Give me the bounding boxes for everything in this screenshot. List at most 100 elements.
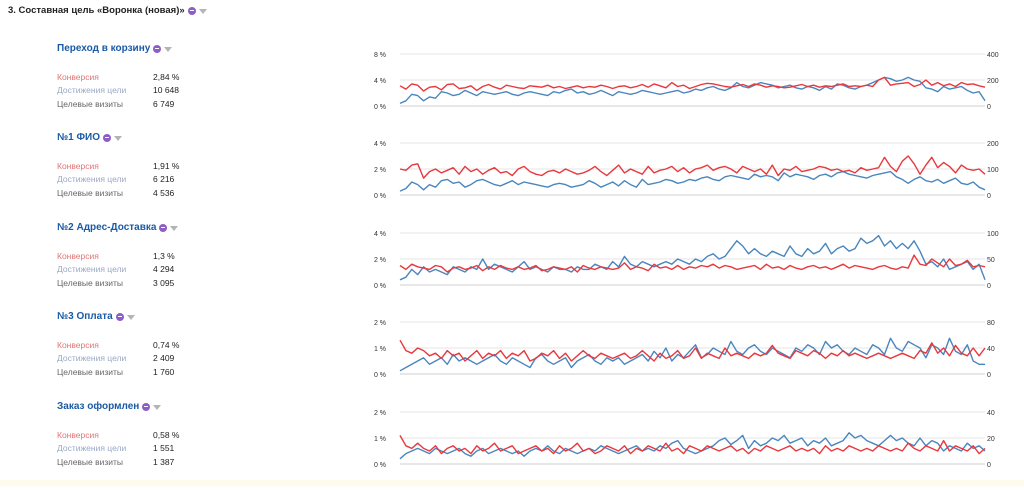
left-axis-tick: 0 % [374,193,386,200]
right-axis-tick: 100 [987,231,999,238]
right-axis-tick: 200 [987,141,999,148]
right-axis-tick: 0 [987,372,991,379]
left-axis-tick: 0 % [374,104,386,111]
right-axis-tick: 40 [987,346,995,353]
conversion-value: 1,91 % [153,161,180,171]
goal-name-link[interactable]: №2 Адрес-Доставка [57,222,179,233]
visits-series-line [399,337,985,372]
reaches-label: Достижения цели [57,353,127,363]
reaches-value: 4 294 [153,264,175,274]
left-axis-tick: 2 % [374,320,386,327]
visits-series-line [399,234,986,281]
reaches-value: 10 648 [153,85,179,95]
reaches-label: Достижения цели [57,443,127,453]
goal-name-link[interactable]: №3 Оплата [57,311,135,322]
footer-strip [0,480,1024,486]
goal-name-text: №1 ФИО [57,132,100,143]
filter-icon[interactable] [198,9,207,14]
goal-block: Заказ оформлен Конверсия 0,58 % Достижения … [0,401,1024,491]
left-axis-tick: 1 % [374,346,386,353]
right-axis-tick: 100 [987,167,999,174]
left-axis-tick: 1 % [374,436,386,443]
goal-block: №3 Оплата Конверсия 0,74 % Достижения цели 2… [0,311,1024,401]
goal-name-text: №3 Оплата [57,311,113,322]
reaches-label: Достижения цели [57,85,127,95]
left-axis-tick: 2 % [374,257,386,264]
visits-value: 1 387 [153,457,175,467]
segment-icon[interactable] [187,6,196,15]
left-axis-tick: 4 % [374,78,386,85]
left-axis-tick: 4 % [374,141,386,148]
right-axis-tick: 40 [987,410,995,417]
right-axis-tick: 200 [987,78,999,85]
goal-trend-chart: 4 % 100 2 % 50 0 % 0 [374,231,999,290]
goal-trend-chart: 2 % 40 1 % 20 0 % 0 [374,410,995,469]
reaches-value: 6 216 [153,174,175,184]
goal-name-link[interactable]: №1 ФИО [57,132,122,143]
conversion-series-line [399,339,986,362]
conversion-label: Конверсия [57,430,99,440]
goal-trend-chart: 8 % 400 4 % 200 0 % 0 [374,52,999,111]
conversion-value: 2,84 % [153,72,180,82]
goal-block: №2 Адрес-Доставка Конверсия 1,3 % Достижени… [0,222,1024,312]
filter-icon[interactable] [153,405,162,410]
conversion-value: 0,74 % [153,340,180,350]
left-axis-tick: 2 % [374,167,386,174]
reaches-value: 2 409 [153,353,175,363]
goal-block: №1 ФИО Конверсия 1,91 % Достижения цели 6 21… [0,132,1024,222]
right-axis-tick: 0 [987,283,991,290]
goal-name-text: №2 Адрес-Доставка [57,222,157,233]
right-axis-tick: 0 [987,193,991,200]
right-axis-tick: 0 [987,462,991,469]
visits-value: 1 760 [153,367,175,377]
goal-name-link[interactable]: Заказ оформлен [57,401,162,412]
conversion-label: Конверсия [57,72,99,82]
left-axis-tick: 0 % [374,462,386,469]
visits-value: 4 536 [153,188,175,198]
visits-value: 6 749 [153,99,175,109]
reaches-label: Достижения цели [57,174,127,184]
report-title: 3. Составная цель «Воронка (новая)» [8,5,207,16]
right-axis-tick: 0 [987,104,991,111]
right-axis-tick: 20 [987,436,995,443]
filter-icon[interactable] [114,136,122,141]
segment-icon[interactable] [103,133,111,142]
goal-trend-chart: 2 % 80 1 % 40 0 % 0 [374,320,995,379]
left-axis-tick: 2 % [374,410,386,417]
conversion-series-line [399,435,986,455]
left-axis-tick: 0 % [374,372,386,379]
goal-name-text: Заказ оформлен [57,401,140,412]
right-axis-tick: 80 [987,320,995,327]
left-axis-tick: 8 % [374,52,386,59]
conversion-series-line [399,155,986,179]
visits-label: Целевые визиты [57,278,124,288]
goal-name-link[interactable]: Переход в корзину [57,43,173,54]
segment-icon[interactable] [115,312,124,321]
visits-series-line [399,170,986,192]
filter-icon[interactable] [170,226,179,231]
left-axis-tick: 4 % [374,231,386,238]
visits-label: Целевые визиты [57,99,124,109]
goal-block: Переход в корзину Конверсия 2,84 % Достижен… [0,43,1024,133]
left-axis-tick: 0 % [374,283,386,290]
segment-icon[interactable] [159,223,168,232]
segment-icon[interactable] [142,402,151,411]
conversion-label: Конверсия [57,340,99,350]
reaches-value: 1 551 [153,443,175,453]
reaches-label: Достижения цели [57,264,127,274]
visits-value: 3 095 [153,278,175,288]
conversion-series-line [399,76,986,92]
visits-label: Целевые визиты [57,367,124,377]
right-axis-tick: 50 [987,257,995,264]
report-title-text: 3. Составная цель «Воронка (новая)» [8,5,185,16]
right-axis-tick: 400 [987,52,999,59]
segment-icon[interactable] [153,44,162,53]
filter-icon[interactable] [126,315,135,320]
goal-trend-chart: 4 % 200 2 % 100 0 % 0 [374,141,999,200]
filter-icon[interactable] [164,47,173,52]
conversion-value: 0,58 % [153,430,180,440]
goal-name-text: Переход в корзину [57,43,151,54]
conversion-label: Конверсия [57,161,99,171]
visits-label: Целевые визиты [57,457,124,467]
conversion-series-line [399,254,986,273]
